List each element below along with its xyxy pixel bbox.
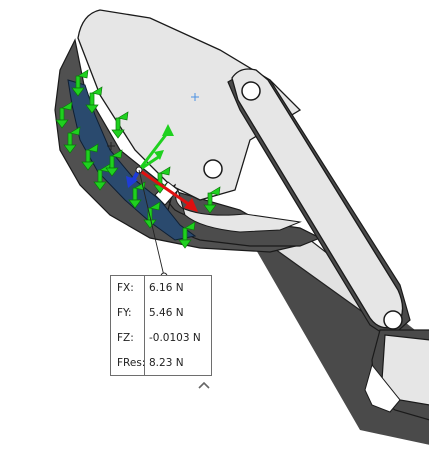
fres-label: FRes: <box>117 357 146 369</box>
fz-label: FZ: <box>117 332 134 344</box>
fres-value: 8.23 N <box>149 357 184 369</box>
force-arrows <box>55 69 221 249</box>
fx-value: 6.16 N <box>149 282 184 294</box>
table-divider <box>144 276 145 375</box>
table-row-fx: FX: 6.16 N <box>111 276 211 301</box>
table-row-fz: FZ: -0.0103 N <box>111 326 211 351</box>
chevron-up-icon[interactable] <box>196 378 212 392</box>
callout-leader <box>138 169 165 277</box>
fx-label: FX: <box>117 282 134 294</box>
pivot-block <box>364 329 429 421</box>
fy-label: FY: <box>117 307 132 319</box>
fy-value: 5.46 N <box>149 307 184 319</box>
upper-link <box>227 68 411 339</box>
pin-hole <box>203 159 223 179</box>
center-mark <box>107 142 115 150</box>
table-row-fy: FY: 5.46 N <box>111 301 211 326</box>
origin-marker <box>191 93 199 101</box>
resultant-triad <box>126 124 198 212</box>
gripper-jaw <box>54 9 322 253</box>
fz-value: -0.0103 N <box>149 332 201 344</box>
resultant-force-table: FX: 6.16 N FY: 5.46 N FZ: -0.0103 N FRes… <box>110 275 212 376</box>
table-row-fres: FRes: 8.23 N <box>111 351 211 376</box>
